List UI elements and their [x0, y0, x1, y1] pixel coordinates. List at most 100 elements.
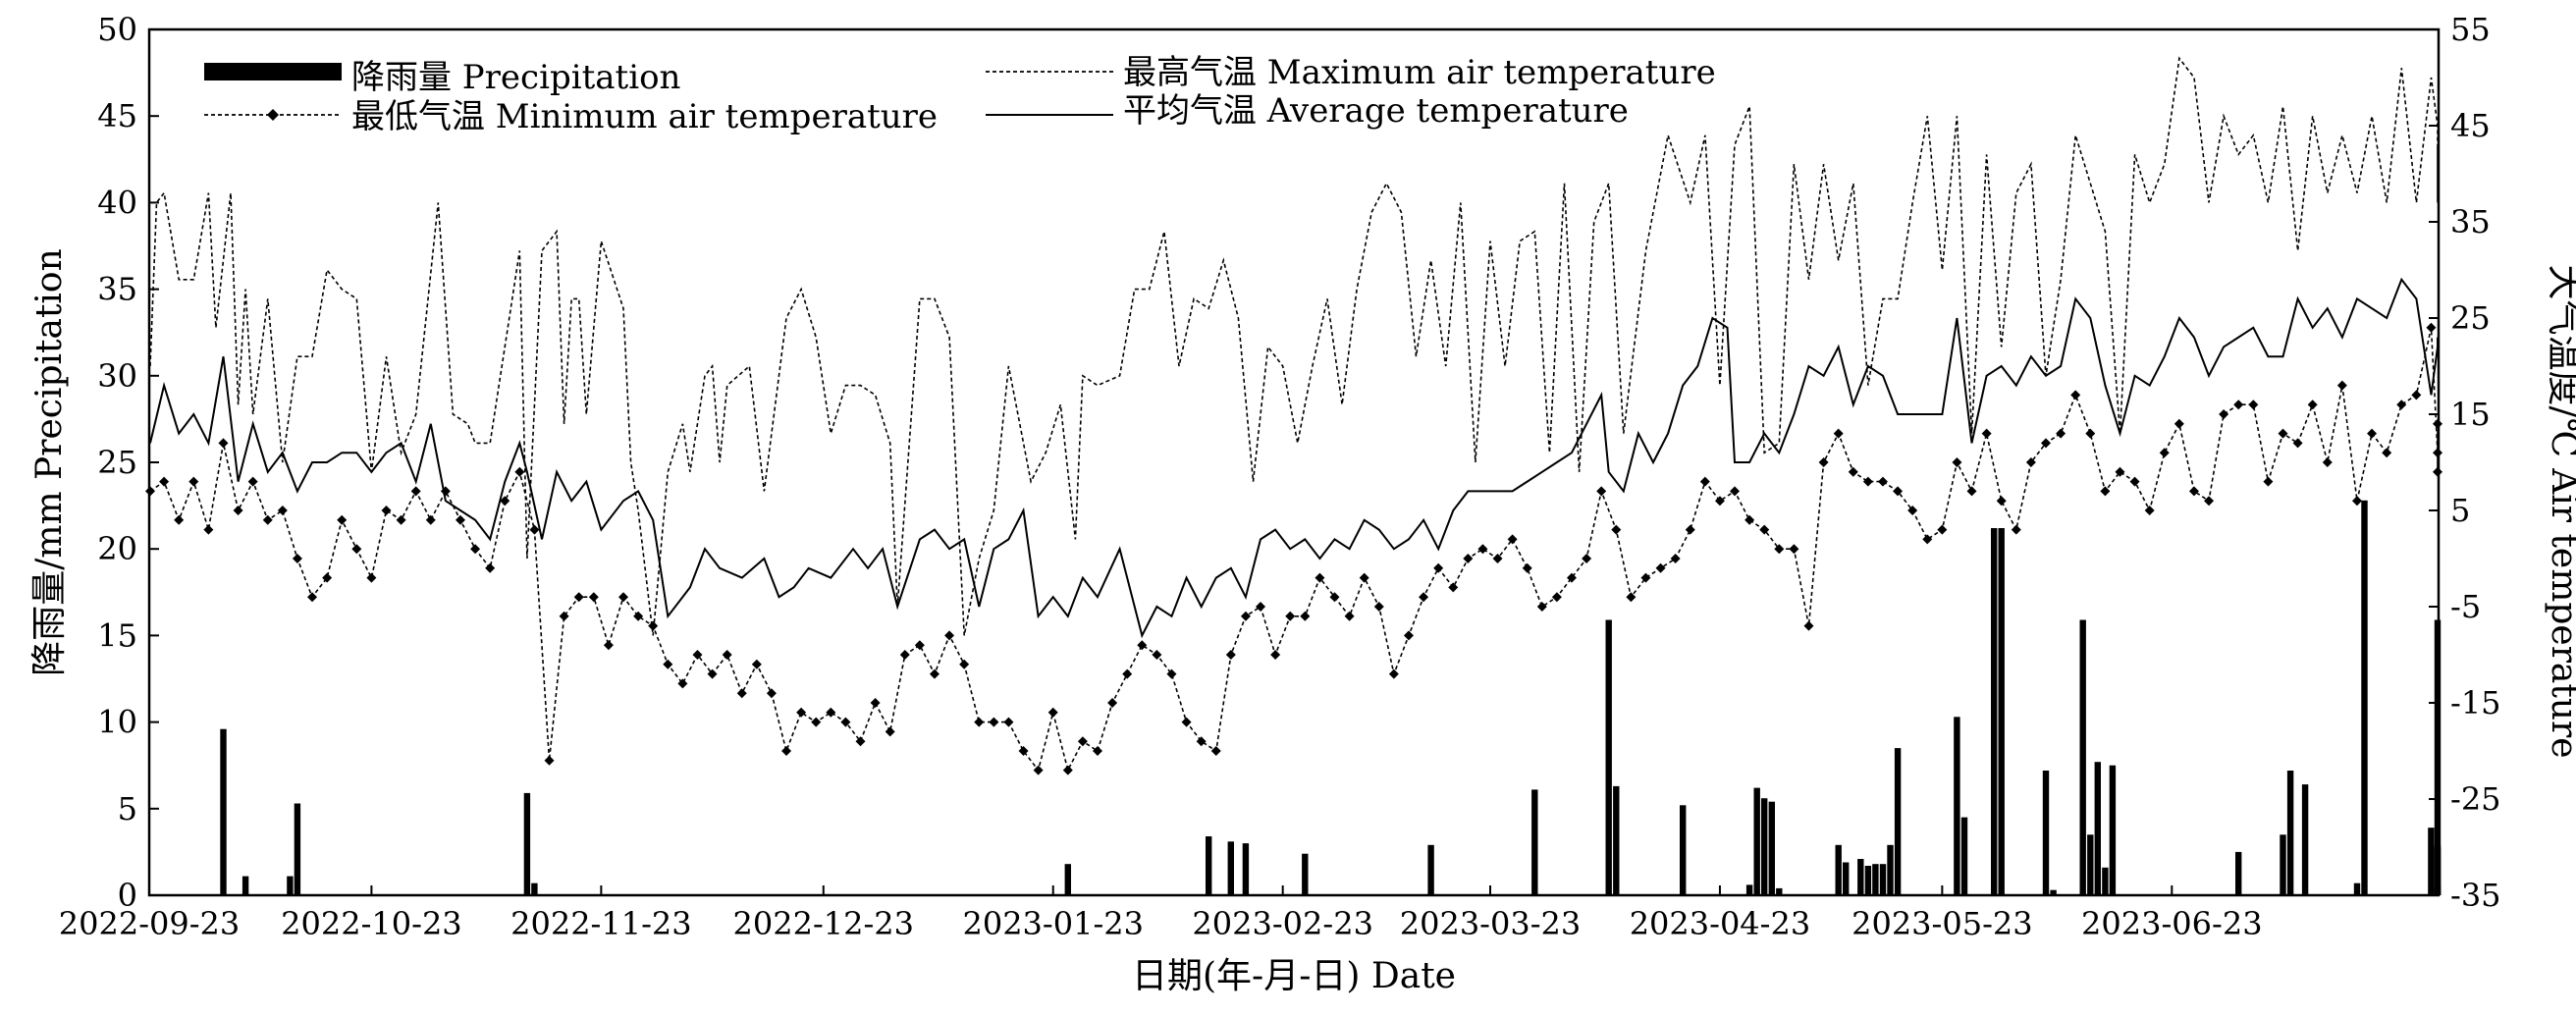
min-temp-marker [1937, 524, 1948, 535]
min-temp-marker [2351, 496, 2362, 507]
precipitation-bar [1864, 866, 1872, 895]
precipitation-bar [2280, 834, 2286, 895]
min-temp-marker [751, 659, 762, 669]
x-tick-label: 2023-05-23 [1852, 905, 2033, 942]
min-temp-marker [1922, 534, 1933, 545]
min-temp-marker [1685, 524, 1695, 535]
precipitation-bars [220, 500, 2442, 895]
min-temp-marker [2056, 428, 2066, 439]
y-left-tick-label: 20 [97, 530, 137, 567]
x-tick-label: 2023-06-23 [2081, 905, 2263, 942]
min-temp-marker [1596, 486, 1607, 497]
min-temp-marker [766, 688, 777, 699]
precipitation-bar [1753, 787, 1760, 895]
min-temp-marker [2204, 496, 2215, 507]
min-temp-marker [1137, 640, 1148, 651]
x-tick-label: 2022-11-23 [510, 905, 692, 942]
x-tick-label: 2023-03-23 [1400, 905, 1582, 942]
min-temp-marker [736, 688, 747, 699]
min-temp-marker [707, 668, 718, 679]
x-tick-label: 2022-12-23 [733, 905, 915, 942]
min-temp-marker [974, 717, 985, 727]
min-temp-marker [1003, 717, 1014, 727]
x-tick-label: 2023-01-23 [962, 905, 1144, 942]
min-temp-marker [145, 486, 155, 497]
y-left-tick-label: 10 [97, 704, 137, 741]
min-temp-marker [2263, 476, 2274, 487]
min-temp-marker [633, 611, 644, 621]
min-temp-marker [1536, 602, 1547, 612]
precipitation-bar [1064, 864, 1071, 895]
min-temp-marker [781, 746, 792, 756]
min-temp-marker [1848, 466, 1858, 477]
min-temp-marker [2188, 486, 2199, 497]
min-temp-marker [1107, 698, 1118, 708]
min-temp-marker [796, 707, 807, 718]
x-tick-label: 2022-10-23 [281, 905, 462, 942]
min-temp-marker [826, 707, 836, 718]
min-temp-marker [307, 592, 318, 603]
min-temp-marker [2144, 506, 2155, 515]
min-temp-marker [1774, 544, 1785, 555]
precipitation-bar [2050, 889, 2057, 895]
precipitation-bar [2428, 828, 2435, 895]
y-right-tick-label: 35 [2450, 203, 2491, 240]
y-left-tick-label: 30 [97, 357, 137, 395]
min-temp-marker [2382, 448, 2392, 458]
precipitation-bar [1605, 619, 1612, 895]
x-tick-label: 2023-02-23 [1192, 905, 1373, 942]
precipitation-bar [1857, 859, 1864, 895]
min-temp-marker [485, 562, 496, 573]
min-temp-marker [174, 514, 185, 525]
precipitation-bar [1613, 785, 1620, 895]
precipitation-bar [1998, 528, 2005, 895]
min-temp-marker [396, 514, 406, 525]
min-temp-marker [1359, 572, 1369, 583]
min-temp-marker [544, 755, 555, 766]
min-temp-marker [603, 640, 614, 651]
precipitation-bar [294, 803, 301, 895]
precipitation-bar [1879, 864, 1887, 895]
min-temp-marker [425, 514, 436, 525]
min-temp-marker [914, 640, 925, 651]
min-temp-marker [2041, 438, 2052, 449]
precipitation-bar [2286, 771, 2294, 895]
y-axis-left-title: 降雨量/mm Precipitation [29, 248, 70, 676]
min-temp-marker [1730, 486, 1741, 497]
y-left-tick-label: 15 [97, 616, 137, 654]
legend-swatch-precipitation [204, 63, 342, 80]
precipitation-bar [523, 792, 531, 895]
precipitation-bar [1768, 801, 1775, 895]
min-temp-marker [1759, 524, 1770, 535]
precipitation-bar [1745, 884, 1753, 895]
min-temp-marker [2307, 400, 2318, 410]
max-temp-line [149, 56, 2439, 636]
min-temp-marker [1448, 582, 1459, 593]
precipitation-bar [242, 876, 249, 895]
precipitation-bar [2434, 844, 2442, 895]
precipitation-bar [2353, 882, 2361, 895]
min-temp-marker [1699, 476, 1710, 487]
min-temp-marker [2159, 448, 2170, 458]
min-temp-marker [1403, 630, 1414, 641]
min-temp-marker [529, 524, 540, 535]
min-temp-marker [1419, 592, 1429, 603]
min-temp-marker [722, 650, 732, 660]
min-temp-marker [663, 659, 673, 669]
min-temp-marker [1996, 496, 2007, 507]
min-temp-marker [899, 650, 910, 660]
precipitation-bar [1761, 798, 1768, 895]
precipitation-bar [1843, 862, 1850, 895]
min-temp-marker [648, 620, 659, 631]
precipitation-bar [1531, 789, 1538, 895]
min-temp-marker [1300, 611, 1311, 621]
min-temp-marker [1047, 707, 1058, 718]
y-left-tick-label: 5 [118, 790, 137, 828]
min-temp-marker [1981, 428, 1992, 439]
min-temp-marker [2433, 418, 2442, 429]
min-temp-marker [618, 592, 629, 603]
min-temp-marker [1329, 592, 1340, 603]
precipitation-bar [2087, 834, 2094, 895]
min-temp-marker [1626, 592, 1637, 603]
